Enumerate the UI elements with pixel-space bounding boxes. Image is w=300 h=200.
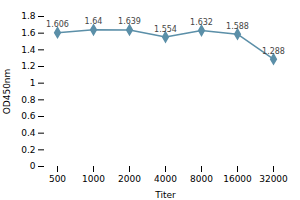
- svg-text:OD450nm: OD450nm: [2, 69, 12, 115]
- svg-text:1.64: 1.64: [85, 17, 103, 26]
- svg-text:1.6: 1.6: [21, 28, 36, 38]
- svg-text:1.632: 1.632: [190, 18, 213, 27]
- svg-text:Titer: Titer: [154, 190, 176, 200]
- svg-text:1.554: 1.554: [154, 25, 177, 34]
- svg-text:2000: 2000: [118, 174, 141, 184]
- svg-text:1.4: 1.4: [21, 45, 36, 55]
- svg-text:1.8: 1.8: [21, 11, 36, 21]
- svg-text:500: 500: [49, 174, 66, 184]
- svg-text:0.2: 0.2: [21, 145, 35, 155]
- svg-text:0.4: 0.4: [21, 128, 36, 138]
- svg-text:32000: 32000: [259, 174, 288, 184]
- svg-text:4000: 4000: [154, 174, 177, 184]
- svg-text:0.6: 0.6: [21, 111, 36, 121]
- svg-text:16000: 16000: [223, 174, 252, 184]
- svg-text:0: 0: [30, 161, 36, 171]
- svg-text:1: 1: [30, 78, 36, 88]
- svg-text:1.288: 1.288: [262, 47, 285, 56]
- svg-text:1000: 1000: [82, 174, 105, 184]
- svg-text:1.606: 1.606: [46, 20, 69, 29]
- svg-text:1.2: 1.2: [21, 61, 35, 71]
- svg-text:0.8: 0.8: [21, 95, 36, 105]
- svg-text:1.588: 1.588: [226, 22, 249, 31]
- svg-text:1.639: 1.639: [118, 17, 141, 26]
- svg-text:8000: 8000: [190, 174, 213, 184]
